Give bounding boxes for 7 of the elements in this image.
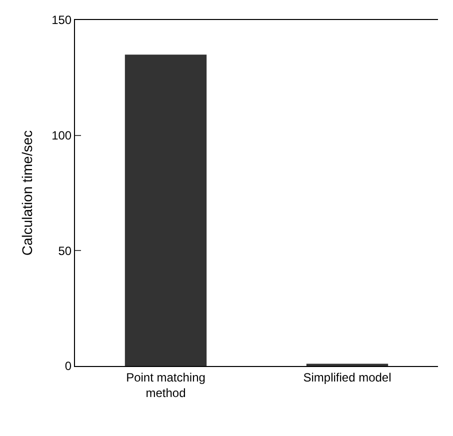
y-tick-label: 0 bbox=[64, 359, 72, 374]
x-tick-label: Simplified model bbox=[303, 370, 392, 384]
x-tick-label: Point matching method bbox=[126, 370, 206, 400]
y-tick-label: 100 bbox=[52, 128, 72, 143]
y-axis-title: Calculation time/sec bbox=[19, 130, 36, 256]
y-tick-label: 150 bbox=[52, 13, 72, 28]
y-tick-label: 50 bbox=[58, 244, 72, 258]
